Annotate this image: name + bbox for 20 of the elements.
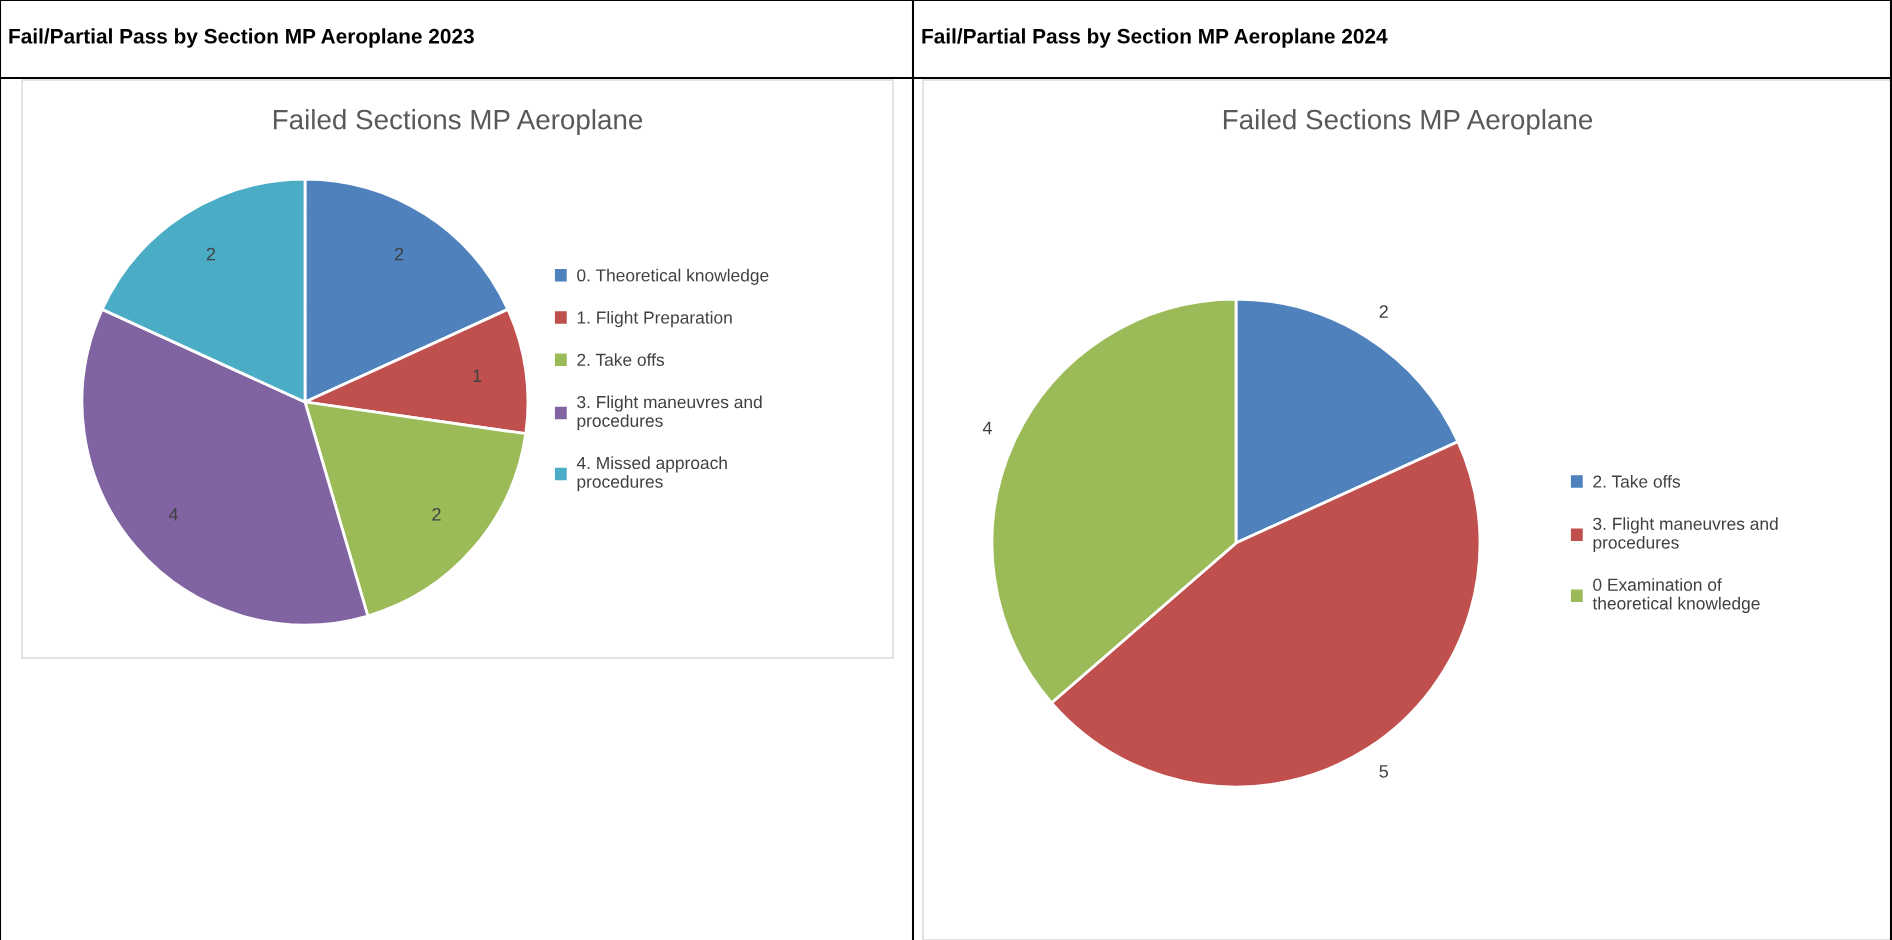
chart-subtitle: Failed Sections MP Aeroplane — [273, 109, 643, 135]
chart-title: Fail/Partial Pass by Section MP Aeroplane 2023 — [9, 28, 474, 48]
chart-title: Fail/Partial Pass by Section MP Aeroplane 2024 — [922, 28, 1388, 48]
legend-label: 0 Examination of theoretical knowledge — [1592, 578, 1760, 614]
data-label: 5 — [1379, 765, 1389, 778]
legend-label: 2. Take offs — [577, 353, 664, 366]
legend-label: 0. Theoretical knowledge — [577, 268, 769, 285]
data-label: 2 — [206, 247, 216, 261]
data-label: 2 — [394, 247, 404, 261]
data-label: 1 — [473, 369, 482, 382]
legend-label: 3. Flight maneuvres and procedures — [577, 395, 762, 431]
legend-label: 2. Take offs — [1593, 474, 1680, 488]
data-label: 4 — [168, 508, 179, 521]
data-label: 2 — [1379, 305, 1388, 318]
legend-label: 4. Missed approach procedures — [576, 456, 727, 492]
chart-subtitle: Failed Sections MP Aeroplane — [1223, 109, 1593, 135]
legend-label: 3. Flight maneuvres and procedures — [1593, 517, 1778, 553]
legend-label: 1. Flight Preparation — [577, 310, 732, 328]
data-label: 2 — [432, 507, 441, 521]
data-label: 4 — [982, 421, 992, 435]
